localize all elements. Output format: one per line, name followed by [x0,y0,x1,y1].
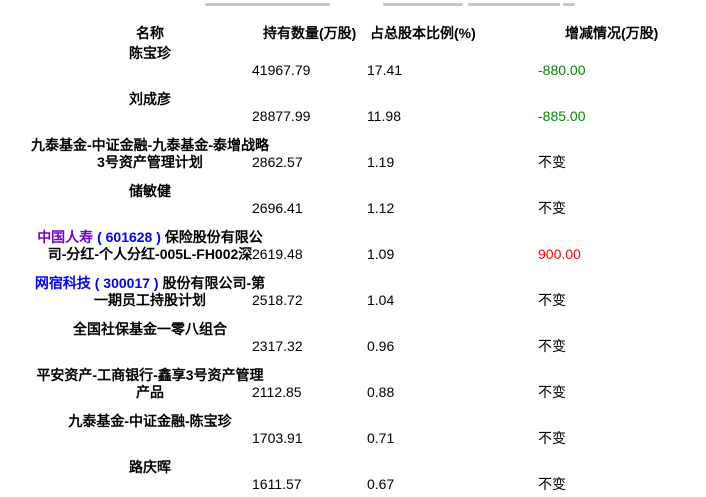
stock-link[interactable]: 中国人寿 [37,229,94,245]
holding-quantity: 28877.99 [252,108,311,124]
holding-percentage: 0.67 [367,476,395,492]
holding-percentage: 1.19 [367,154,395,170]
name-text: 路庆晖 [129,459,171,475]
shareholder-name: 九泰基金-中证金融-九泰基金-泰增战略3号资产管理计划 [30,137,270,171]
header-percent-of-shares: 占总股本比例(%) [370,25,476,41]
name-text: 陈宝珍 [129,45,171,61]
holding-quantity: 1703.91 [252,430,303,446]
holding-quantity: 41967.79 [252,62,311,78]
table-row: 刘成彦 28877.99 11.98 -885.00 [0,91,706,125]
holding-quantity: 2112.85 [252,384,302,400]
holding-percentage: 1.12 [367,200,395,216]
table-row: 全国社保基金一零八组合 2317.32 0.96 不变 [0,321,706,355]
holding-quantity: 2862.57 [252,154,303,170]
shareholder-name: 网宿科技 ( 300017 ) 股份有限公司-第一期员工持股计划 [30,275,270,309]
table-row: 中国人寿 ( 601628 ) 保险股份有限公司-分红-个人分红-005L-FH… [0,229,706,263]
table-header: 名称 持有数量(万股) 占总股本比例(%) 增减情况(万股) [0,25,706,42]
holding-change: -885.00 [538,108,586,124]
stock-link[interactable]: ( 601628 ) [93,229,165,245]
name-text: 储敏健 [129,183,171,199]
holding-change: 不变 [538,154,566,170]
name-text: 九泰基金-中证金融-九泰基金-泰增战略3号资产管理计划 [31,137,269,170]
shareholder-name: 路庆晖 [30,459,270,476]
shareholder-name: 储敏健 [30,183,270,200]
holding-quantity: 2317.32 [252,338,303,354]
name-text: 保险股份有限公司-分红-个人分红-005L-FH002深 [47,229,263,262]
table-row: 九泰基金-中证金融-九泰基金-泰增战略3号资产管理计划 2862.57 1.19… [0,137,706,171]
shareholder-name: 陈宝珍 [30,45,270,62]
holding-percentage: 0.88 [367,384,395,400]
shareholder-name: 九泰基金-中证金融-陈宝珍 [30,413,270,430]
name-text: 九泰基金-中证金融-陈宝珍 [68,413,232,429]
holding-percentage: 11.98 [367,108,401,124]
name-text: 刘成彦 [129,91,171,107]
holding-change: -880.00 [538,62,586,78]
table-row: 九泰基金-中证金融-陈宝珍 1703.91 0.71 不变 [0,413,706,447]
table-row: 储敏健 2696.41 1.12 不变 [0,183,706,217]
holding-quantity: 2696.41 [252,200,303,216]
shareholder-name: 刘成彦 [30,91,270,108]
holding-change: 900.00 [538,246,581,262]
name-text: 平安资产-工商银行-鑫享3号资产管理产品 [36,367,264,400]
name-text: 全国社保基金一零八组合 [73,321,227,337]
holding-percentage: 0.71 [367,430,395,446]
holding-quantity: 2518.72 [252,292,303,308]
holding-percentage: 1.04 [367,292,395,308]
table-row: 陈宝珍 41967.79 17.41 -880.00 [0,45,706,79]
table-row: 路庆晖 1611.57 0.67 不变 [0,459,706,493]
table-row: 平安资产-工商银行-鑫享3号资产管理产品 2112.85 0.88 不变 [0,367,706,401]
holding-change: 不变 [538,292,566,308]
holding-change: 不变 [538,200,566,216]
name-text: 股份有限公司-第一期员工持股计划 [94,275,266,308]
table-body: 陈宝珍 41967.79 17.41 -880.00 刘成彦 28877.99 … [0,45,706,493]
holding-change: 不变 [538,430,566,446]
holding-percentage: 0.96 [367,338,395,354]
stock-link[interactable]: ( 300017 ) [90,275,163,291]
holding-change: 不变 [538,384,566,400]
shareholder-name: 中国人寿 ( 601628 ) 保险股份有限公司-分红-个人分红-005L-FH… [30,229,270,263]
header-name: 名称 [136,25,164,41]
clipped-text-remnant [0,0,706,8]
holding-quantity: 2619.48 [252,246,303,262]
holding-change: 不变 [538,476,566,492]
header-holding-quantity: 持有数量(万股) [263,25,357,41]
shareholder-name: 全国社保基金一零八组合 [30,321,270,338]
holding-percentage: 1.09 [367,246,395,262]
header-change: 增减情况(万股) [565,25,659,41]
holding-change: 不变 [538,338,566,354]
holding-percentage: 17.41 [367,62,403,78]
table-row: 网宿科技 ( 300017 ) 股份有限公司-第一期员工持股计划 2518.72… [0,275,706,309]
stock-link[interactable]: 网宿科技 [34,275,91,291]
shareholder-name: 平安资产-工商银行-鑫享3号资产管理产品 [30,367,270,401]
holding-quantity: 1611.57 [252,476,302,492]
